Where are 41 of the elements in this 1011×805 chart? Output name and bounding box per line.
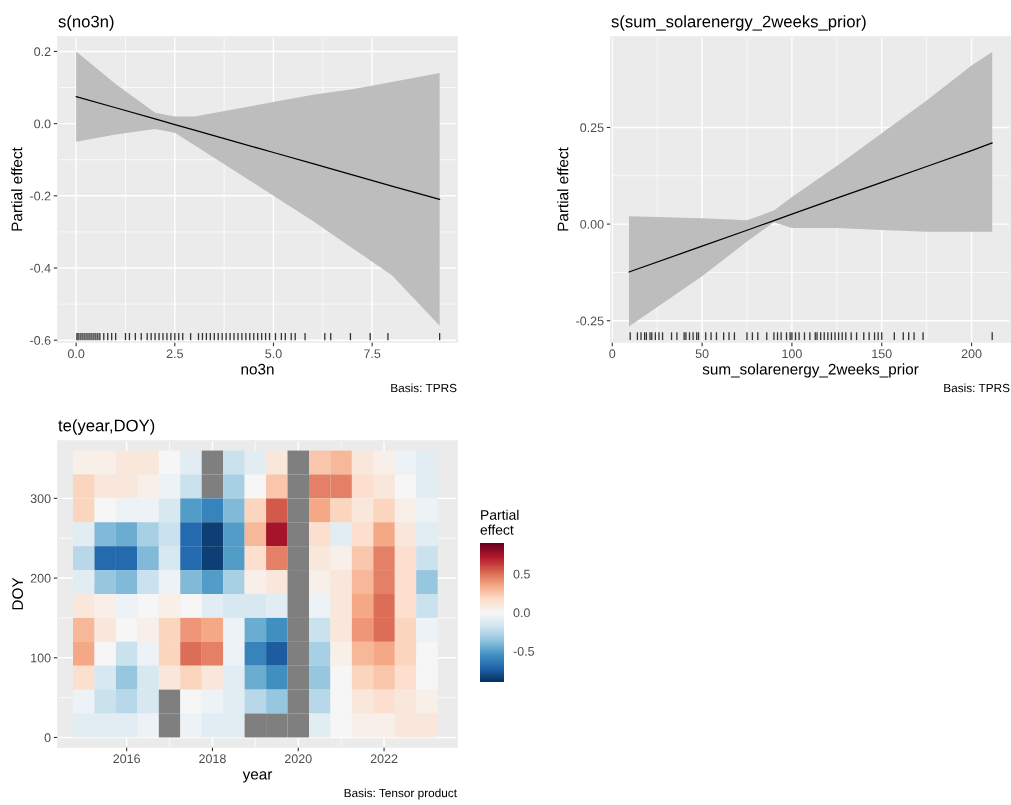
y-tick-label: -0.2	[30, 191, 51, 201]
x-axis-title: sum_solarenergy_2weeks_prior	[702, 363, 919, 378]
x-tick-label: 2018	[199, 754, 226, 764]
x-tick-label: 0.0	[67, 349, 85, 359]
x-tick-label: 200	[961, 349, 982, 359]
y-tick-label: 0	[44, 733, 51, 743]
color-bar-title: Partial effect	[480, 509, 519, 535]
x-tick-label: 2016	[113, 754, 140, 764]
x-tick-label: 150	[872, 349, 892, 359]
x-tick-label: 2.5	[166, 349, 183, 359]
text: Basis: Tensor product	[344, 788, 457, 800]
y-tick-label: 200	[30, 573, 51, 583]
y-tick-label: 300	[30, 494, 51, 504]
y-tick-label: -0.6	[30, 336, 51, 345]
chart-title: s(no3n)	[58, 15, 114, 31]
x-tick-label: 5.0	[265, 349, 282, 359]
y-tick-label: 0.00	[580, 219, 604, 229]
text: Basis: TPRS	[391, 383, 457, 393]
color-bar-label: -0.5	[513, 646, 535, 656]
y-tick-label: 100	[31, 653, 51, 663]
x-tick-label: 2020	[284, 754, 312, 764]
y-tick-label: -0.4	[30, 263, 51, 273]
x-tick-label: 50	[695, 349, 709, 359]
text: Basis: TPRS	[944, 383, 1010, 393]
color-bar-label: 0.5	[513, 569, 530, 579]
y-axis-title: Partial effect	[557, 147, 569, 231]
x-tick-label: 100	[782, 349, 802, 359]
x-tick-label: 7.5	[364, 349, 381, 359]
y-tick-label: -0.25	[576, 316, 604, 326]
x-axis-title: year	[242, 771, 273, 783]
chart-title: te(year,DOY)	[58, 419, 155, 435]
x-tick-label: 2022	[370, 754, 398, 764]
x-tick-label: 0	[609, 349, 616, 359]
y-axis-title: Partial effect	[11, 147, 23, 231]
y-tick-label: 0.0	[34, 119, 51, 129]
x-axis-title: no3n	[241, 363, 274, 375]
y-tick-label: 0.25	[580, 123, 604, 133]
chart-title: s(sum_solarenergy_2weeks_prior)	[611, 15, 866, 31]
color-bar-label: 0.0	[513, 608, 530, 618]
y-axis-title: DOY	[12, 577, 24, 610]
y-tick-label: 0.2	[34, 47, 51, 57]
